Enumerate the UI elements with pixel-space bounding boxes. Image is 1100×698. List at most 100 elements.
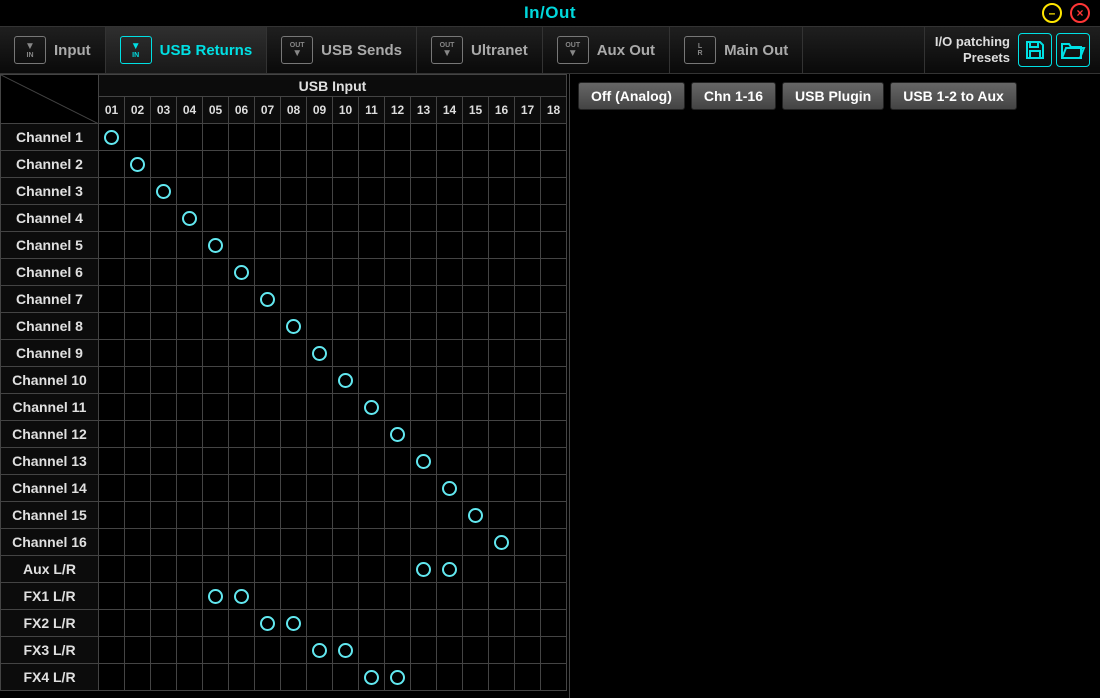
patch-cell[interactable] <box>99 556 125 583</box>
patch-cell[interactable] <box>411 178 437 205</box>
patch-cell[interactable] <box>463 637 489 664</box>
patch-cell[interactable] <box>203 475 229 502</box>
patch-cell[interactable] <box>359 556 385 583</box>
patch-cell[interactable] <box>151 340 177 367</box>
patch-cell[interactable] <box>385 610 411 637</box>
patch-cell[interactable] <box>437 556 463 583</box>
patch-cell[interactable] <box>385 178 411 205</box>
patch-cell[interactable] <box>489 502 515 529</box>
patch-cell[interactable] <box>229 637 255 664</box>
patch-cell[interactable] <box>411 448 437 475</box>
patch-cell[interactable] <box>229 205 255 232</box>
patch-cell[interactable] <box>489 421 515 448</box>
patch-cell[interactable] <box>151 232 177 259</box>
patch-cell[interactable] <box>359 178 385 205</box>
patch-cell[interactable] <box>385 637 411 664</box>
patch-cell[interactable] <box>359 664 385 691</box>
patch-cell[interactable] <box>229 313 255 340</box>
patch-cell[interactable] <box>437 367 463 394</box>
patch-cell[interactable] <box>151 637 177 664</box>
patch-cell[interactable] <box>255 529 281 556</box>
patch-cell[interactable] <box>333 367 359 394</box>
patch-cell[interactable] <box>177 151 203 178</box>
patch-cell[interactable] <box>255 610 281 637</box>
patch-cell[interactable] <box>255 583 281 610</box>
patch-cell[interactable] <box>463 583 489 610</box>
patch-cell[interactable] <box>203 421 229 448</box>
patch-cell[interactable] <box>333 448 359 475</box>
patch-cell[interactable] <box>463 475 489 502</box>
patch-cell[interactable] <box>437 475 463 502</box>
patch-cell[interactable] <box>385 286 411 313</box>
patch-cell[interactable] <box>541 556 567 583</box>
patch-cell[interactable] <box>515 421 541 448</box>
patch-cell[interactable] <box>255 421 281 448</box>
patch-cell[interactable] <box>463 259 489 286</box>
patch-cell[interactable] <box>411 259 437 286</box>
patch-cell[interactable] <box>203 610 229 637</box>
preset-chn-1-16[interactable]: Chn 1-16 <box>691 82 776 110</box>
patch-cell[interactable] <box>125 502 151 529</box>
patch-cell[interactable] <box>411 124 437 151</box>
patch-cell[interactable] <box>229 286 255 313</box>
patch-cell[interactable] <box>385 151 411 178</box>
patch-cell[interactable] <box>177 421 203 448</box>
patch-cell[interactable] <box>229 340 255 367</box>
patch-cell[interactable] <box>99 340 125 367</box>
patch-cell[interactable] <box>385 340 411 367</box>
patch-cell[interactable] <box>359 394 385 421</box>
patch-cell[interactable] <box>151 178 177 205</box>
patch-cell[interactable] <box>463 205 489 232</box>
patch-cell[interactable] <box>463 232 489 259</box>
patch-cell[interactable] <box>125 610 151 637</box>
open-folder-icon[interactable] <box>1056 33 1090 67</box>
patch-cell[interactable] <box>463 529 489 556</box>
patch-cell[interactable] <box>99 610 125 637</box>
patch-cell[interactable] <box>307 529 333 556</box>
patch-cell[interactable] <box>437 286 463 313</box>
patch-cell[interactable] <box>489 286 515 313</box>
patch-cell[interactable] <box>437 232 463 259</box>
patch-cell[interactable] <box>203 583 229 610</box>
tab-usb-returns[interactable]: ▼ IN USB Returns <box>106 27 268 73</box>
patch-cell[interactable] <box>541 151 567 178</box>
patch-cell[interactable] <box>99 178 125 205</box>
patch-cell[interactable] <box>151 502 177 529</box>
preset-off-analog[interactable]: Off (Analog) <box>578 82 685 110</box>
patch-cell[interactable] <box>359 583 385 610</box>
patch-cell[interactable] <box>411 529 437 556</box>
patch-cell[interactable] <box>463 340 489 367</box>
patch-cell[interactable] <box>203 556 229 583</box>
patch-cell[interactable] <box>437 421 463 448</box>
patch-cell[interactable] <box>229 151 255 178</box>
patch-cell[interactable] <box>541 259 567 286</box>
minimize-icon[interactable]: – <box>1042 3 1062 23</box>
patch-cell[interactable] <box>359 421 385 448</box>
patch-cell[interactable] <box>229 664 255 691</box>
patch-cell[interactable] <box>203 367 229 394</box>
patch-cell[interactable] <box>307 421 333 448</box>
patch-cell[interactable] <box>385 313 411 340</box>
patch-cell[interactable] <box>307 475 333 502</box>
patch-cell[interactable] <box>541 394 567 421</box>
patch-cell[interactable] <box>463 610 489 637</box>
patch-cell[interactable] <box>307 178 333 205</box>
patch-cell[interactable] <box>125 313 151 340</box>
patch-cell[interactable] <box>385 259 411 286</box>
patch-cell[interactable] <box>229 475 255 502</box>
patch-cell[interactable] <box>255 367 281 394</box>
patch-cell[interactable] <box>385 205 411 232</box>
patch-cell[interactable] <box>151 367 177 394</box>
patch-cell[interactable] <box>359 637 385 664</box>
patch-cell[interactable] <box>463 151 489 178</box>
patch-cell[interactable] <box>541 313 567 340</box>
patch-cell[interactable] <box>177 448 203 475</box>
patch-cell[interactable] <box>281 475 307 502</box>
patch-cell[interactable] <box>437 313 463 340</box>
patch-cell[interactable] <box>515 232 541 259</box>
patch-cell[interactable] <box>307 556 333 583</box>
patch-cell[interactable] <box>307 259 333 286</box>
patch-cell[interactable] <box>99 232 125 259</box>
patch-cell[interactable] <box>125 556 151 583</box>
patch-cell[interactable] <box>203 151 229 178</box>
